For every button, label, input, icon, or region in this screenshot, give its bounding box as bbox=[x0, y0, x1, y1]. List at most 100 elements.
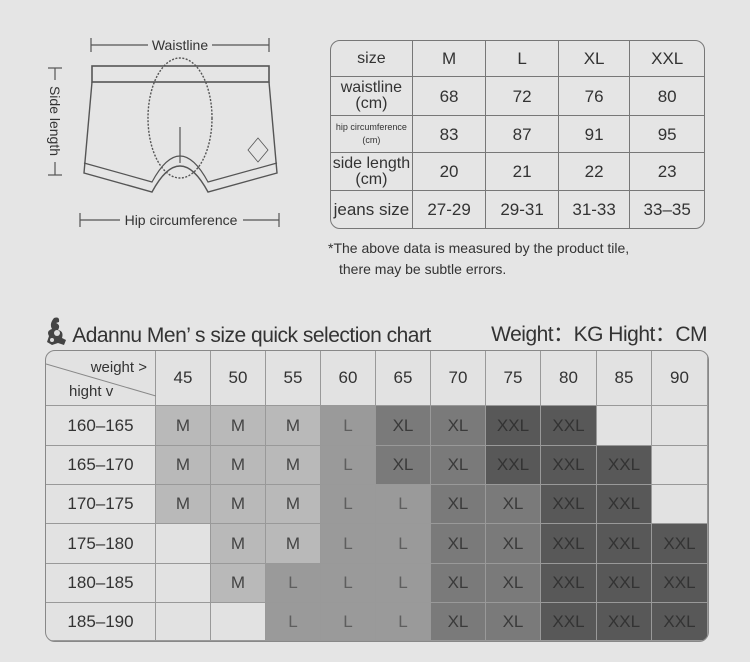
size-cell-xxl: XXL bbox=[652, 603, 708, 641]
size-cell-xxl: XXL bbox=[541, 406, 597, 446]
row-unit: (cm) bbox=[355, 170, 388, 188]
size-cell-xl: XL bbox=[431, 524, 486, 564]
size-cell-m: M bbox=[266, 524, 321, 564]
weight-axis-label: weight > bbox=[90, 359, 147, 376]
size-cell-xl: XL bbox=[431, 446, 486, 485]
empty-cell bbox=[156, 524, 211, 564]
underwear-measurement-diagram: Waistline Side length Hip circumference bbox=[47, 37, 280, 228]
table-cell: 27-29 bbox=[413, 191, 487, 228]
chart-title-text: Adannu Men’ s size quick selection chart bbox=[72, 324, 431, 347]
empty-cell bbox=[597, 406, 652, 446]
size-cell-xl: XL bbox=[486, 564, 541, 603]
table-cell: 29-31 bbox=[486, 191, 559, 228]
empty-cell bbox=[652, 446, 708, 485]
corner-header-cell: weight > hight v bbox=[46, 351, 156, 406]
table-cell: 20 bbox=[412, 153, 487, 191]
size-cell-xl: XL bbox=[376, 406, 431, 446]
table-cell: 23 bbox=[630, 153, 704, 191]
size-cell-xxl: XXL bbox=[597, 524, 652, 564]
size-cell-l: L bbox=[376, 564, 431, 603]
size-cell-xxl: XXL bbox=[597, 446, 652, 485]
height-row-header: 175–180 bbox=[46, 524, 156, 564]
table-row: hip circumference (cm) 83 87 91 95 bbox=[331, 116, 704, 153]
size-cell-m: M bbox=[266, 406, 321, 446]
size-cell-xxl: XXL bbox=[541, 524, 597, 564]
size-cell-l: L bbox=[376, 485, 431, 524]
row-label-text: waistline bbox=[340, 79, 403, 96]
note-line: *The above data is measured by the produ… bbox=[328, 240, 630, 256]
table-cell: 83 bbox=[412, 116, 487, 153]
size-cell-xxl: XXL bbox=[597, 564, 652, 603]
table-cell: 76 bbox=[558, 77, 631, 116]
size-cell-m: M bbox=[211, 485, 266, 524]
size-cell-xxl: XXL bbox=[652, 524, 708, 564]
weight-header-cell: 60 bbox=[321, 351, 376, 406]
size-cell-m: M bbox=[211, 564, 266, 603]
size-cell-l: L bbox=[321, 564, 376, 603]
height-axis-label: hight v bbox=[69, 383, 114, 400]
size-cell-xxl: XXL bbox=[486, 406, 541, 446]
empty-cell bbox=[652, 485, 708, 524]
size-cell-xl: XL bbox=[431, 564, 486, 603]
table-row: waistline (cm) 68 72 76 80 bbox=[331, 77, 704, 116]
size-measurement-table: size M L XL XXL waistline (cm) 68 72 76 8… bbox=[330, 40, 705, 229]
table-cell: 91 bbox=[558, 116, 631, 153]
height-row-header: 180–185 bbox=[46, 564, 156, 603]
row-label: waistline (cm) bbox=[331, 77, 413, 116]
units-label: Weight：KG Hight：CM bbox=[491, 323, 707, 346]
weight-header-cell: 50 bbox=[211, 351, 266, 406]
size-cell-m: M bbox=[211, 524, 266, 564]
weight-header-cell: 90 bbox=[652, 351, 708, 406]
size-cell-l: L bbox=[321, 406, 376, 446]
row-label: side length (cm) bbox=[331, 153, 413, 191]
table-header-row: size M L XL XXL bbox=[331, 41, 704, 77]
empty-cell bbox=[156, 603, 211, 641]
table-cell: 33–35 bbox=[643, 200, 691, 219]
size-cell-l: L bbox=[321, 603, 376, 641]
size-cell-l: L bbox=[266, 564, 321, 603]
size-cell-m: M bbox=[266, 485, 321, 524]
row-unit: (cm) bbox=[362, 135, 381, 145]
size-cell-xxl: XXL bbox=[597, 485, 652, 524]
empty-cell bbox=[156, 564, 211, 603]
weight-header-cell: 80 bbox=[541, 351, 597, 406]
diagonal-divider bbox=[46, 363, 156, 397]
chart-title: Adannu Men’ s size quick selection chart bbox=[46, 316, 431, 348]
weight-header-cell: 65 bbox=[376, 351, 431, 406]
height-row-header: 160–165 bbox=[46, 406, 156, 446]
weight-header-cell: 85 bbox=[597, 351, 652, 406]
size-selection-grid: weight > hight v 45 50 55 60 65 70 75 80 85 90 160… bbox=[45, 350, 709, 642]
table-cell: 21 bbox=[486, 153, 559, 191]
table-cell: 72 bbox=[486, 77, 559, 116]
size-cell-l: L bbox=[321, 446, 376, 485]
size-cell-m: M bbox=[211, 406, 266, 446]
weight-header-cell: 45 bbox=[156, 351, 211, 406]
size-cell-l: L bbox=[266, 603, 321, 641]
size-cell-xxl: XXL bbox=[541, 485, 597, 524]
weight-header-cell: 70 bbox=[431, 351, 486, 406]
row-label: hip circumference (cm) bbox=[331, 116, 413, 153]
size-cell-l: L bbox=[321, 485, 376, 524]
empty-cell bbox=[211, 603, 266, 641]
table-cell: 68 bbox=[412, 77, 487, 116]
size-cell-xxl: XXL bbox=[541, 564, 597, 603]
size-cell-xl: XL bbox=[486, 524, 541, 564]
header-cell: M bbox=[412, 41, 487, 77]
waistline-label: Waistline bbox=[152, 37, 208, 53]
weight-header-cell: 75 bbox=[486, 351, 541, 406]
measurement-note: *The above data is measured by the produ… bbox=[328, 238, 629, 280]
height-row-header: 185–190 bbox=[46, 603, 156, 641]
size-cell-xl: XL bbox=[431, 485, 486, 524]
size-cell-xxl: XXL bbox=[652, 564, 708, 603]
size-cell-m: M bbox=[266, 446, 321, 485]
brand-mascot-icon bbox=[47, 317, 66, 345]
size-cell-m: M bbox=[156, 485, 211, 524]
header-cell: XXL bbox=[630, 41, 704, 77]
size-cell-xl: XL bbox=[431, 603, 486, 641]
side-length-label: Side length bbox=[47, 86, 63, 156]
size-cell-xl: XL bbox=[486, 485, 541, 524]
size-cell-xxl: XXL bbox=[541, 603, 597, 641]
size-cell-m: M bbox=[156, 406, 211, 446]
size-cell-m: M bbox=[156, 446, 211, 485]
row-unit: (cm) bbox=[355, 95, 388, 112]
